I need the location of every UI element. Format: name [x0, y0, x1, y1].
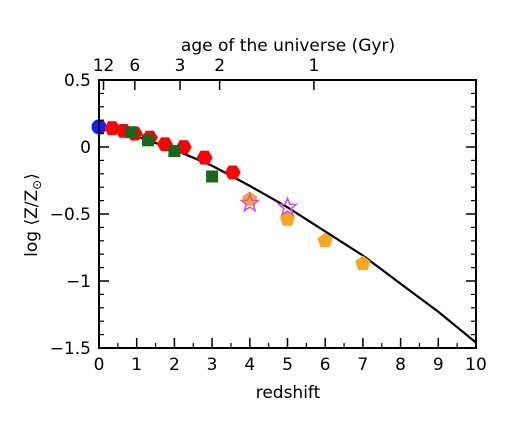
y-axis-title-close: ⟩	[22, 173, 42, 180]
orange-pentagon-point	[355, 255, 371, 271]
y-tick-label: 0.5	[64, 71, 91, 91]
green-square-point	[206, 170, 219, 183]
x-tick-label: 1	[131, 355, 142, 375]
top-tick-label: 3	[175, 56, 186, 76]
x-tick-label: 5	[282, 355, 293, 375]
green-square-point	[168, 145, 181, 158]
x-tick-label: 8	[395, 355, 406, 375]
x-tick-label: 4	[244, 355, 255, 375]
orange-pentagon-point	[279, 211, 296, 226]
y-tick-label: 0	[80, 138, 91, 158]
data-points-layer	[91, 119, 371, 271]
model-curve-layer	[98, 125, 477, 344]
y-tick-label: −0.5	[50, 205, 91, 225]
orange-pentagon-point	[317, 232, 333, 248]
green-square-point	[125, 126, 138, 139]
model-curve	[98, 125, 477, 344]
top-axis-title: age of the universe (Gyr)	[181, 36, 395, 56]
y-tick-label: −1.5	[50, 339, 91, 359]
x-tick-label: 3	[207, 355, 218, 375]
red-hexagon-point	[224, 165, 241, 180]
x-tick-label: 0	[94, 355, 105, 375]
y-tick-label: −1	[66, 272, 91, 292]
x-tick-label: 9	[433, 355, 444, 375]
top-tick-label: 12	[93, 56, 115, 76]
magenta-star-point	[239, 192, 261, 213]
x-axis-title: redshift	[256, 383, 321, 403]
top-tick-label: 2	[214, 56, 225, 76]
x-tick-label: 6	[320, 355, 331, 375]
x-tick-label: 2	[169, 355, 180, 375]
y-axis-title: log ⟨Z/Z⊙⟩	[22, 173, 44, 257]
x-tick-label: 7	[357, 355, 368, 375]
orange-pentagon-point	[242, 191, 258, 206]
y-axis-title-sub: ⊙	[30, 180, 44, 190]
ticks-layer: 0 1 2 3 4 5 6 7 8 9 100.50−0.5−1−1.512 6 3 2 1	[50, 56, 487, 375]
magenta-star-point	[276, 196, 299, 217]
green-square-point	[142, 134, 155, 147]
top-tick-label: 6	[129, 56, 140, 76]
x-tick-label: 10	[465, 355, 487, 375]
top-tick-label: 1	[308, 56, 319, 76]
red-hexagon-point	[196, 150, 213, 165]
y-axis-title-main: log ⟨Z/Z	[22, 190, 42, 257]
